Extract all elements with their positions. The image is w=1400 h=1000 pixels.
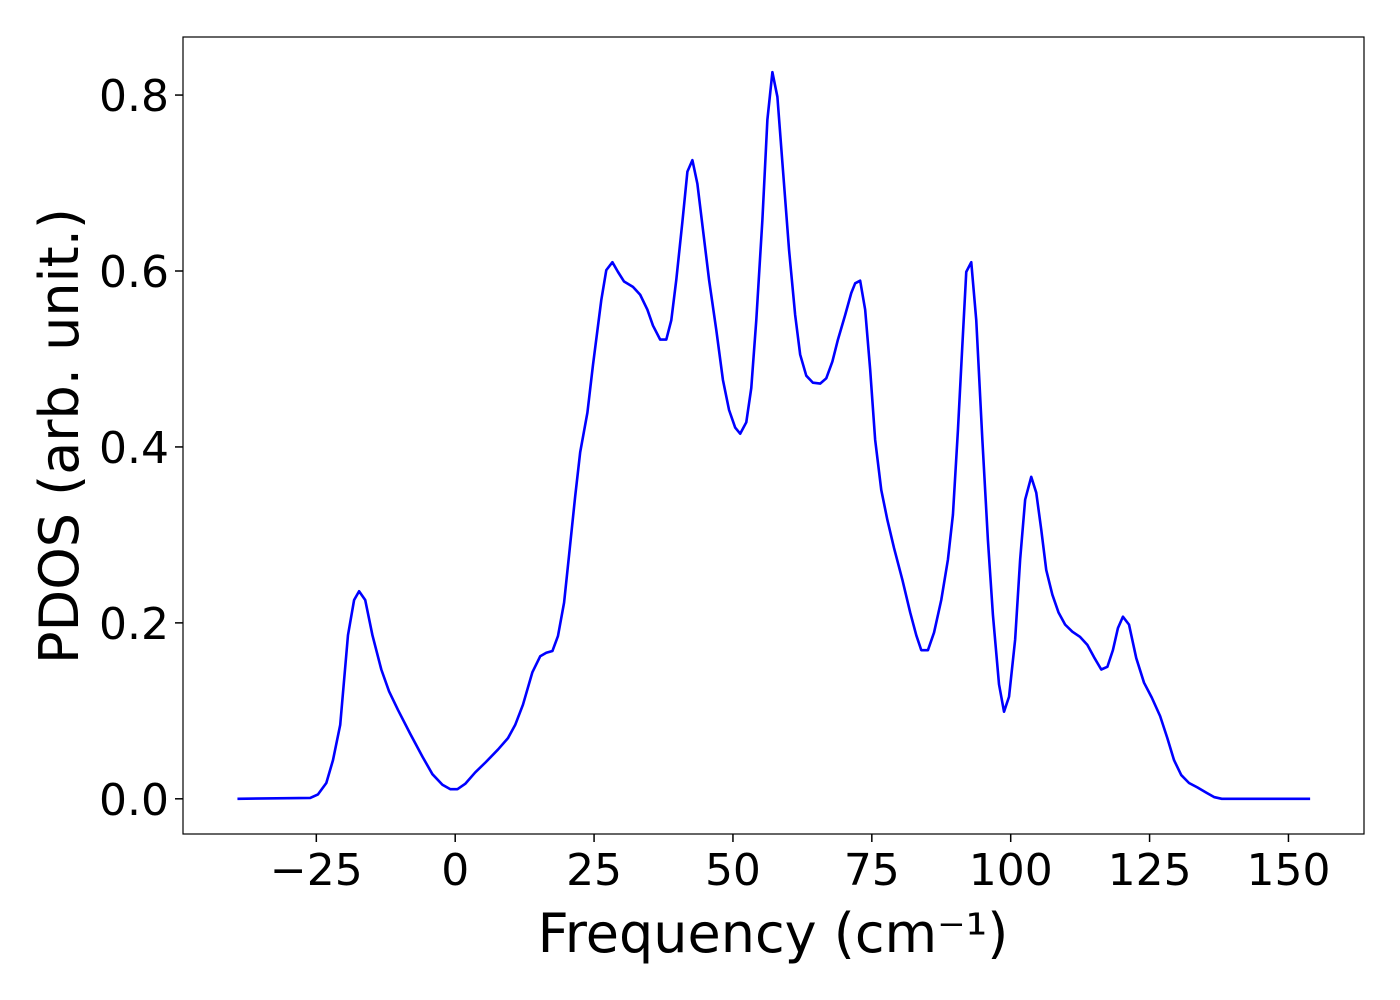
y-tick-label: 0.4	[99, 423, 169, 474]
y-tick-label: 0.8	[99, 71, 169, 122]
y-axis-label: PDOS (arb. unit.)	[28, 208, 91, 664]
x-tick-label: 100	[969, 845, 1053, 896]
y-tick-label: 0.0	[99, 775, 169, 826]
x-tick-label: 75	[844, 845, 900, 896]
plot-frame	[182, 36, 1365, 835]
x-tick-label: 125	[1108, 845, 1192, 896]
x-axis-label: Frequency (cm⁻¹)	[538, 902, 1009, 965]
y-tick-label: 0.2	[99, 599, 169, 650]
x-tick-label: 50	[705, 845, 761, 896]
y-tick-label: 0.6	[99, 247, 169, 298]
data-line	[237, 70, 1311, 801]
x-tick-label: 0	[441, 845, 469, 896]
x-tick-label: 150	[1246, 845, 1330, 896]
x-tick-label: −25	[270, 845, 363, 896]
x-tick-label: 25	[566, 845, 622, 896]
